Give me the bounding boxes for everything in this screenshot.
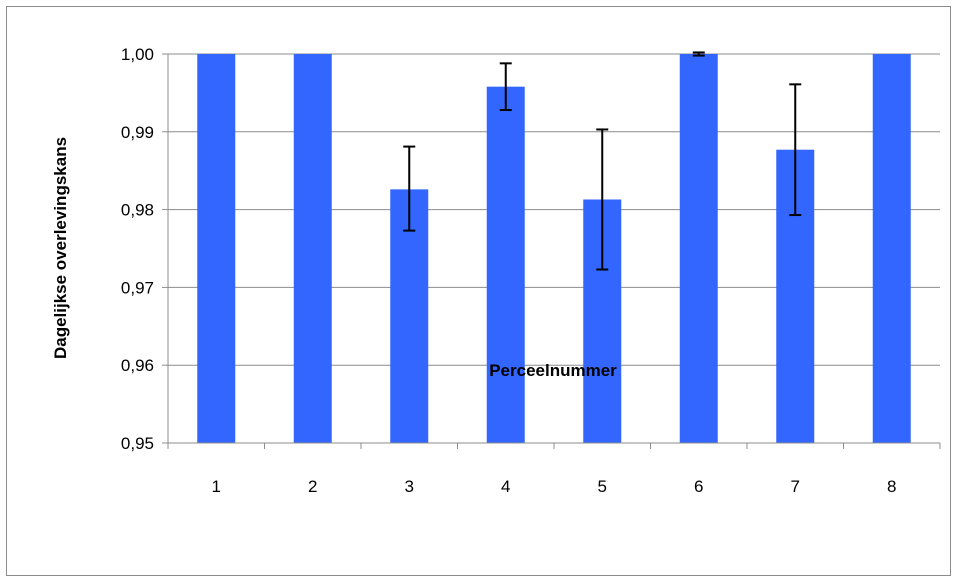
- y-tick-label: 0,96: [121, 356, 154, 375]
- y-tick-label: 0,99: [121, 123, 154, 142]
- error-bars: [403, 51, 802, 271]
- bar-4: [486, 86, 525, 444]
- y-axis-title: Dagelijkse overlevingskans: [51, 137, 70, 359]
- axes: [162, 53, 941, 449]
- bar-2: [293, 54, 332, 443]
- x-tick-label: 5: [598, 477, 607, 496]
- error-bar-4: [499, 62, 512, 112]
- y-tick-label: 0,98: [121, 201, 154, 220]
- error-bar-6: [692, 51, 705, 57]
- x-tick-label: 1: [212, 477, 221, 496]
- bars: [197, 54, 911, 444]
- y-tick-labels: 0,95 0,96 0,97 0,98 0,99 1,00: [121, 45, 154, 453]
- y-tick-label: 1,00: [121, 45, 154, 64]
- bar-6: [679, 54, 718, 443]
- bar-3: [390, 189, 429, 443]
- y-tick-label: 0,97: [121, 278, 154, 297]
- x-tick-label: 2: [308, 477, 317, 496]
- error-bar-7: [789, 83, 802, 217]
- x-axis-title: Perceelnummer: [489, 361, 617, 380]
- x-tick-labels: 1 2 3 4 5 6 7 8: [212, 477, 897, 496]
- bar-8: [872, 54, 911, 443]
- y-tick-label: 0,95: [121, 434, 154, 453]
- x-tick-label: 7: [791, 477, 800, 496]
- bar-1: [197, 54, 236, 443]
- x-tick-label: 4: [501, 477, 510, 496]
- x-tick-label: 6: [694, 477, 703, 496]
- error-bar-5: [596, 128, 609, 271]
- x-tick-label: 3: [405, 477, 414, 496]
- x-tick-label: 8: [887, 477, 896, 496]
- error-bar-3: [403, 145, 416, 232]
- gridlines: [168, 53, 940, 366]
